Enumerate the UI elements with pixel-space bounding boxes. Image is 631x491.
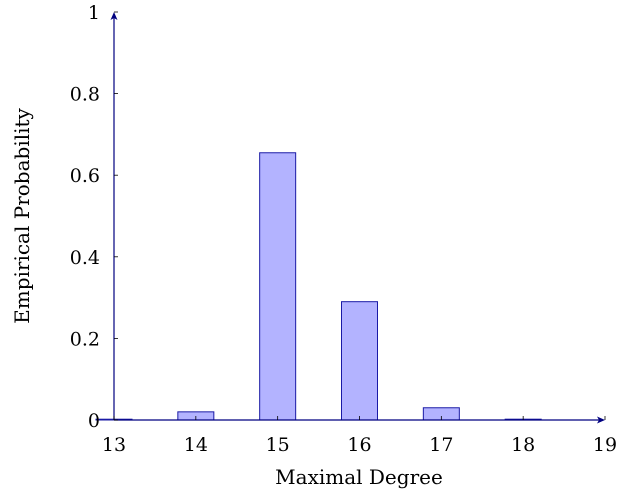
y-axis-arrow-icon [110,12,118,20]
y-tick-label: 0.4 [70,247,100,269]
y-tick-label: 0.8 [70,84,100,106]
y-tick-label: 1 [88,2,100,24]
x-tick-label: 14 [184,434,208,456]
x-tick-label: 13 [102,434,126,456]
x-tick-label: 18 [511,434,535,456]
x-tick-label: 17 [429,434,453,456]
x-tick-label: 16 [347,434,371,456]
bars-group [95,152,542,421]
x-ticks-group: 13 14 15 16 17 18 19 [102,416,617,456]
x-tick-label: 19 [593,434,617,456]
y-tick-label: 0.6 [70,165,100,187]
y-ticks-group: 0 0.2 0.4 0.6 0.8 1 [70,2,118,432]
y-tick-label: 0.2 [70,328,100,350]
y-axis-label: Empirical Probability [10,107,34,323]
y-tick-label: 0 [88,410,100,432]
x-axis-arrow-icon [597,416,605,424]
bar-16 [341,301,378,421]
x-axis-label: Maximal Degree [275,465,443,489]
bar-15 [259,152,297,421]
x-tick-label: 15 [266,434,290,456]
